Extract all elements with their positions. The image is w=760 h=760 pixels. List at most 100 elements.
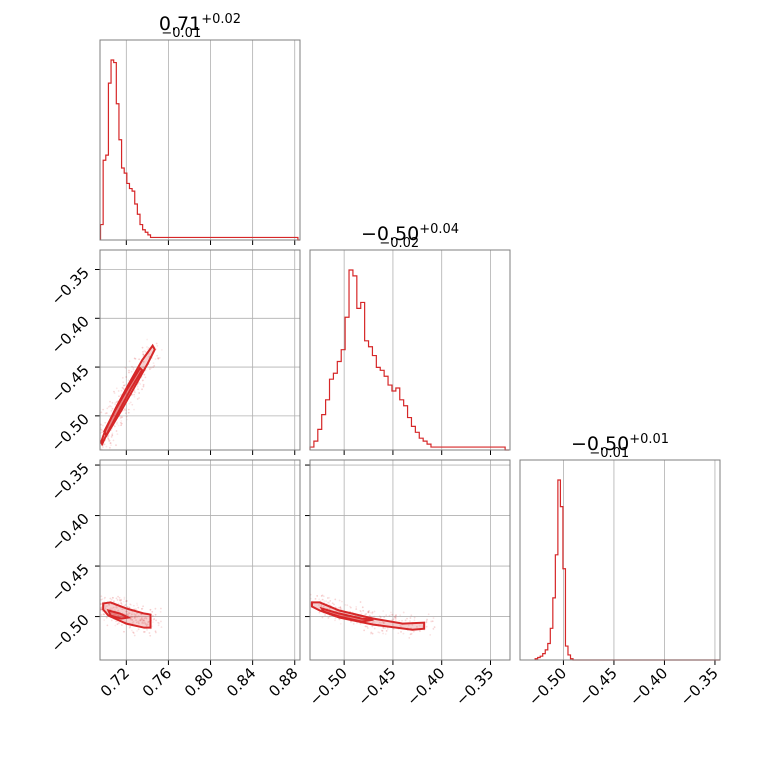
sample-point <box>359 601 362 603</box>
sample-point <box>118 622 120 624</box>
sample-point <box>136 604 139 607</box>
sample-point <box>137 388 139 391</box>
sample-point <box>106 624 109 627</box>
sample-point <box>406 617 408 620</box>
sample-point <box>146 348 149 351</box>
sample-point <box>115 401 118 404</box>
sample-point <box>114 624 117 627</box>
sample-point <box>103 613 106 616</box>
sample-point <box>334 598 337 601</box>
sample-point <box>120 624 123 626</box>
sample-point <box>400 630 402 633</box>
sample-point <box>328 607 331 610</box>
sample-point <box>156 354 159 357</box>
sample-point <box>371 621 374 624</box>
sample-point <box>131 616 134 619</box>
histogram-series-2 <box>534 479 720 661</box>
sample-point <box>139 619 142 622</box>
sample-point <box>124 384 127 386</box>
sample-point <box>372 615 375 618</box>
sample-point <box>395 617 397 620</box>
sample-point <box>160 607 162 610</box>
sample-point <box>98 433 100 435</box>
sample-point <box>107 434 110 437</box>
sample-point <box>144 376 147 379</box>
sample-point <box>369 611 372 614</box>
sample-point <box>371 612 374 615</box>
sample-point <box>359 622 362 625</box>
sample-point <box>320 595 323 597</box>
sample-point <box>151 614 154 617</box>
sample-point <box>142 622 145 625</box>
sample-point <box>113 390 115 393</box>
param-title-1: −0.50+0.04 −0.02 <box>361 222 459 251</box>
sample-point <box>151 610 154 613</box>
sample-point <box>344 603 347 606</box>
sample-point <box>100 599 102 601</box>
sample-point <box>95 603 97 605</box>
sample-point <box>97 422 99 424</box>
y-tick-label: −0.45 <box>48 560 93 605</box>
sample-point <box>146 338 149 341</box>
sample-point <box>125 600 128 602</box>
y-tick-label: −0.35 <box>48 264 93 309</box>
contour-inner <box>103 366 144 438</box>
sample-point <box>127 408 130 411</box>
sample-point <box>129 618 132 621</box>
panel-frame <box>99 459 301 661</box>
sample-point <box>382 626 385 629</box>
sample-point <box>142 383 145 386</box>
histogram-series-1 <box>309 269 510 451</box>
sample-point <box>339 606 342 609</box>
sample-point <box>334 617 337 620</box>
sample-point <box>142 619 145 622</box>
sample-point <box>135 621 138 624</box>
sample-point <box>152 366 154 369</box>
x-tick-label: 0.72 <box>97 664 133 700</box>
sample-point <box>109 405 111 407</box>
sample-point <box>145 617 148 620</box>
y-tick-label: −0.45 <box>48 361 93 406</box>
sample-point <box>339 622 342 625</box>
sample-point <box>364 613 367 616</box>
sample-point <box>112 439 115 442</box>
sample-point <box>152 618 155 621</box>
sample-point <box>110 598 113 601</box>
sample-point <box>129 603 131 606</box>
sample-point <box>302 604 304 606</box>
sample-point <box>96 450 98 452</box>
sample-point <box>408 636 411 639</box>
scatter-panel-2 <box>302 459 511 665</box>
sample-point <box>108 439 111 442</box>
sample-point <box>372 620 375 623</box>
sample-point <box>154 358 157 360</box>
sample-point <box>149 634 152 637</box>
sample-point <box>128 626 131 629</box>
sample-point <box>120 602 123 605</box>
sample-point <box>137 620 140 623</box>
sample-point <box>123 608 125 611</box>
sample-point <box>132 631 134 634</box>
sample-point <box>400 625 402 628</box>
sample-point <box>149 608 152 611</box>
sample-point <box>141 379 144 382</box>
sample-point <box>94 439 96 441</box>
sample-point <box>338 599 341 602</box>
sample-point <box>96 610 98 612</box>
sample-point <box>142 366 145 369</box>
sample-point <box>119 601 122 604</box>
sample-point <box>128 369 130 372</box>
sample-point <box>144 631 146 633</box>
x-tick-label: −0.35 <box>452 664 497 709</box>
sample-point <box>135 615 138 618</box>
sample-point <box>145 623 148 626</box>
sample-point <box>149 608 152 611</box>
sample-point <box>102 446 104 448</box>
sample-point <box>322 595 325 598</box>
sample-point <box>323 600 326 603</box>
sample-point <box>331 602 334 605</box>
title-plus: +0.04 <box>419 222 459 237</box>
sample-point <box>352 622 355 625</box>
sample-point <box>121 416 124 418</box>
